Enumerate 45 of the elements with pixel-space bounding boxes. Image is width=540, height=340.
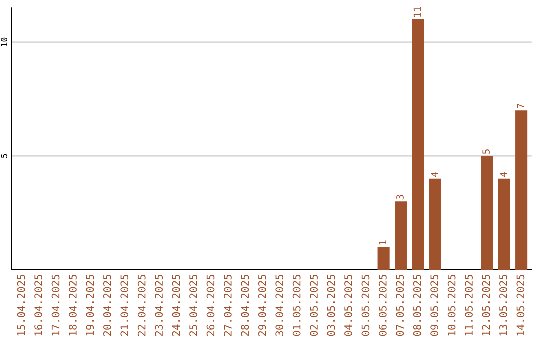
bar bbox=[378, 247, 390, 270]
data-label: 5 bbox=[482, 150, 490, 154]
x-tick-label: 07.05.2025 bbox=[396, 274, 404, 336]
x-tick-label: 15.04.2025 bbox=[17, 274, 26, 336]
x-tick-label: 04.05.2025 bbox=[344, 274, 352, 336]
data-label: 7 bbox=[517, 104, 524, 109]
data-label: 4 bbox=[500, 172, 508, 178]
data-label: 3 bbox=[396, 195, 404, 200]
x-tick-label: 30.04.2025 bbox=[276, 274, 284, 336]
x-tick-label: 13.05.2025 bbox=[500, 274, 508, 336]
x-tick-label: 24.04.2025 bbox=[172, 274, 180, 336]
x-tick-label: 10.05.2025 bbox=[448, 274, 456, 336]
bar bbox=[481, 156, 494, 270]
x-tick-label: 19.04.2025 bbox=[86, 274, 94, 336]
bar bbox=[395, 202, 408, 270]
x-tick-label: 08.05.2025 bbox=[413, 274, 422, 336]
x-tick-label: 16.04.2025 bbox=[34, 274, 42, 336]
y-tick-label: 10 bbox=[1, 38, 8, 46]
x-tick-label: 01.05.2025 bbox=[292, 274, 301, 336]
x-tick-label: 22.04.2025 bbox=[138, 274, 146, 336]
x-tick-label: 09.05.2025 bbox=[430, 274, 439, 336]
x-tick-label: 11.05.2025 bbox=[465, 274, 473, 336]
x-tick-label: 26.04.2025 bbox=[206, 274, 215, 336]
bar bbox=[516, 110, 528, 270]
x-tick-label: 14.05.2025 bbox=[516, 274, 525, 336]
bar bbox=[498, 178, 510, 270]
x-tick-label: 23.04.2025 bbox=[155, 274, 164, 336]
bar bbox=[412, 20, 424, 270]
x-tick-label: 20.04.2025 bbox=[103, 274, 112, 336]
x-tick-label: 18.04.2025 bbox=[69, 274, 77, 336]
x-tick-label: 03.05.2025 bbox=[327, 274, 336, 336]
x-tick-label: 21.04.2025 bbox=[120, 274, 129, 336]
x-tick-label: 28.04.2025 bbox=[241, 274, 250, 336]
x-tick-label: 02.05.2025 bbox=[310, 274, 318, 336]
x-tick-label: 25.04.2025 bbox=[190, 274, 198, 336]
x-tick-label: 29.04.2025 bbox=[258, 274, 266, 336]
bar bbox=[429, 178, 442, 270]
data-label: 11 bbox=[414, 7, 421, 17]
x-tick-label: 12.05.2025 bbox=[482, 274, 490, 336]
x-tick-label: 17.04.2025 bbox=[52, 274, 60, 336]
data-label: 4 bbox=[431, 172, 438, 178]
x-tick-label: 27.04.2025 bbox=[224, 274, 232, 336]
data-label: 1 bbox=[379, 240, 387, 245]
x-tick-label: 05.05.2025 bbox=[362, 274, 370, 336]
x-tick-label: 06.05.2025 bbox=[378, 274, 387, 336]
